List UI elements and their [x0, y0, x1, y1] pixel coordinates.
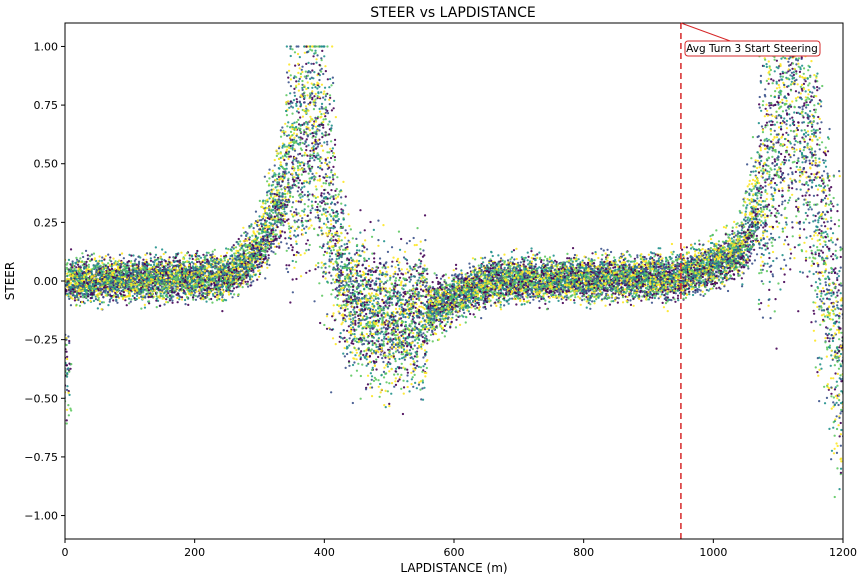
- y-tick-label: 0.25: [34, 216, 59, 229]
- y-axis: −1.00 −0.75 −0.50 −0.25 0.00 0.25 0.50 0.75 1.00: [24, 40, 65, 523]
- x-tick-label: 0: [62, 546, 69, 559]
- y-tick-label: −0.25: [24, 334, 58, 347]
- data-series-points: [65, 45, 843, 461]
- y-tick-label: 0.75: [34, 99, 59, 112]
- x-tick-label: 400: [314, 546, 335, 559]
- chart-title: STEER vs LAPDISTANCE: [370, 5, 535, 21]
- y-tick-label: 0.00: [34, 275, 59, 288]
- plot-area: [65, 23, 843, 539]
- x-tick-label: 1200: [829, 546, 857, 559]
- y-tick-label: −0.75: [24, 451, 58, 464]
- x-axis: 0 200 400 600 800 1000 1200: [62, 539, 857, 559]
- annotation-box: [684, 40, 821, 57]
- scatter-points: [65, 45, 843, 499]
- x-tick-label: 200: [184, 546, 205, 559]
- x-tick-label: 600: [444, 546, 465, 559]
- y-tick-label: 1.00: [34, 40, 59, 53]
- x-tick-label: 1000: [699, 546, 727, 559]
- annotation-arrow: [680, 22, 734, 43]
- annotation-label: Avg Turn 3 Start Steering: [686, 43, 818, 55]
- y-tick-label: −1.00: [24, 510, 58, 523]
- y-tick-label: −0.50: [24, 392, 58, 405]
- y-axis-label: STEER: [3, 262, 17, 300]
- y-tick-label: 0.50: [34, 158, 59, 171]
- x-tick-label: 800: [573, 546, 594, 559]
- x-axis-label: LAPDISTANCE (m): [400, 561, 507, 575]
- annotation-group: Avg Turn 3 Start Steering: [680, 22, 821, 57]
